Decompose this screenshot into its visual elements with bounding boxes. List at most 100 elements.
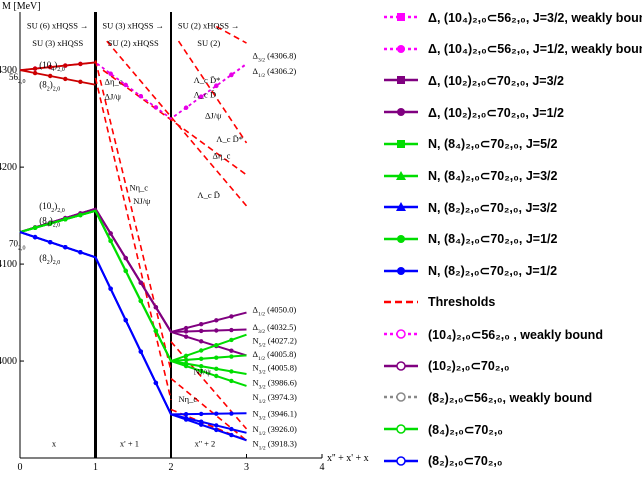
legend-label: N, (8₄)₂,₀⊂70₂,₀, J=3/2 [428,169,558,183]
series-marker [153,328,159,334]
legend-entry: (8₂)₂,₀⊂70₂,₀ [378,452,503,470]
series-marker [78,250,83,255]
series-marker [183,329,189,334]
x-tick-label: 3 [244,462,249,473]
legend-entry: (8₄)₂,₀⊂70₂,₀ [378,420,503,438]
series-marker [229,369,234,374]
series-marker [199,368,204,374]
series-marker [48,221,53,226]
legend-swatch [384,139,418,148]
series-marker [199,94,204,100]
state-end-label: Δ3/2 (4032.5) [253,322,297,335]
series-marker [183,325,189,331]
series-marker [78,61,83,67]
series-marker [63,63,68,68]
series-marker [229,337,234,343]
series-marker [63,245,68,250]
series-marker [78,79,83,85]
series-marker [123,82,128,88]
series-marker [214,355,219,360]
series-marker [153,305,159,310]
state-end-label: N3/2 (3986.6) [253,377,298,390]
series-marker [199,422,204,427]
threshold-label: Λ_c D̄* [194,75,221,85]
series-marker [199,328,204,334]
legend-label: (10₄)₂,₀⊂56₂,₀ , weakly bound [428,327,603,342]
series-marker [78,212,83,218]
legend-entry: N, (8₂)₂,₀⊂70₂,₀, J=3/2 [378,198,557,216]
series-marker [214,366,219,372]
state-end-label: N1/2 (3926.0) [253,424,298,437]
series-marker [48,239,53,245]
legend-entry: Δ, (10₂)₂,₀⊂70₂,₀, J=3/2 [378,71,564,89]
series-marker [183,411,189,417]
series-marker [229,348,234,353]
series-marker [48,73,53,79]
threshold-label: Δη_c [105,77,123,87]
legend-swatch [384,76,418,85]
series-line [19,209,247,376]
legend-entry: Δ, (10₄)₂,₀⊂56₂,₀, J=1/2, weakly bound [378,40,642,58]
legend-label: (8₄)₂,₀⊂70₂,₀ [428,422,503,437]
region-label: SU (3) xHQSS [32,38,83,48]
threshold-label: NJ/ψ [194,367,212,377]
series-marker [32,234,38,240]
threshold-line [94,60,172,371]
legend-label: N, (8₂)₂,₀⊂70₂,₀, J=1/2 [428,264,558,279]
legend-swatch [384,456,418,466]
threshold-label: NJ/ψ [133,196,151,206]
legend-label: Δ, (10₄)₂,₀⊂56₂,₀, J=3/2, weakly bound [428,10,642,25]
series-marker [214,423,219,428]
series-marker [183,363,189,369]
series-marker [214,427,219,433]
y-tick-label: 4200 [0,162,17,173]
region-label: SU (6) xHQSS → [27,20,89,30]
series-marker [183,105,189,110]
legend-swatch [384,170,418,180]
state-end-label: N3/2 (4005.8) [253,363,298,376]
region-label: x'' + 2 [195,438,216,448]
chart-legend: Δ, (10₄)₂,₀⊂56₂,₀, J=3/2, weakly bound Δ,… [378,0,642,493]
legend-swatch [384,234,418,243]
series-marker [199,339,204,344]
series-marker [63,217,68,222]
y-tick-label: 4100 [0,259,17,270]
series-marker [153,380,159,386]
region-label: x [52,438,57,448]
series-marker [32,66,38,71]
region-label: SU (2) xHQSS [108,38,159,48]
series-marker [229,378,234,384]
series-marker [108,238,113,244]
legend-label: Δ, (10₂)₂,₀⊂70₂,₀, J=3/2 [428,73,564,88]
series-marker [214,328,219,333]
threshold-line [94,77,172,401]
series-marker [123,255,128,261]
threshold-label: Λ_c D̄* [216,134,243,144]
series-marker [108,71,113,76]
state-end-label: N1/2 (3918.3) [253,438,298,451]
series-line [19,61,96,72]
legend-swatch [384,360,418,371]
threshold-line [170,341,248,430]
series-marker [214,83,219,89]
legend-swatch [384,108,418,117]
series-marker [229,354,234,359]
series-marker [229,327,234,333]
legend-swatch [384,44,418,53]
level-label: (102)2,0 [39,201,64,214]
series-marker [138,349,143,354]
series-marker [183,357,189,363]
series-line [19,207,247,357]
legend-entry: N, (8₄)₂,₀⊂70₂,₀, J=3/2 [378,167,557,185]
region-label: SU (2) xHQSS → [178,20,240,30]
series-marker [199,348,204,353]
legend-entry: N, (8₄)₂,₀⊂70₂,₀, J=5/2 [378,135,557,153]
series-marker [138,298,143,304]
legend-label: (10₂)₂,₀⊂70₂,₀ [428,359,510,374]
legend-label: Δ, (10₂)₂,₀⊂70₂,₀, J=1/2 [428,105,564,120]
legend-entry: (10₄)₂,₀⊂56₂,₀ , weakly bound [378,325,603,343]
x-axis-label: x'' + x' + x [327,453,369,464]
legend-entry: (8₂)₂,₀⊂56₂,₀, weakly bound [378,388,592,406]
